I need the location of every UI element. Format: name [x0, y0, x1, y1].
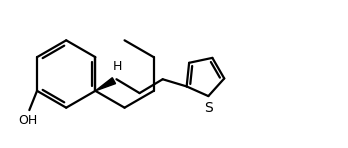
Polygon shape [95, 78, 116, 91]
Text: OH: OH [19, 114, 38, 127]
Text: S: S [204, 101, 213, 115]
Text: H: H [113, 59, 122, 73]
